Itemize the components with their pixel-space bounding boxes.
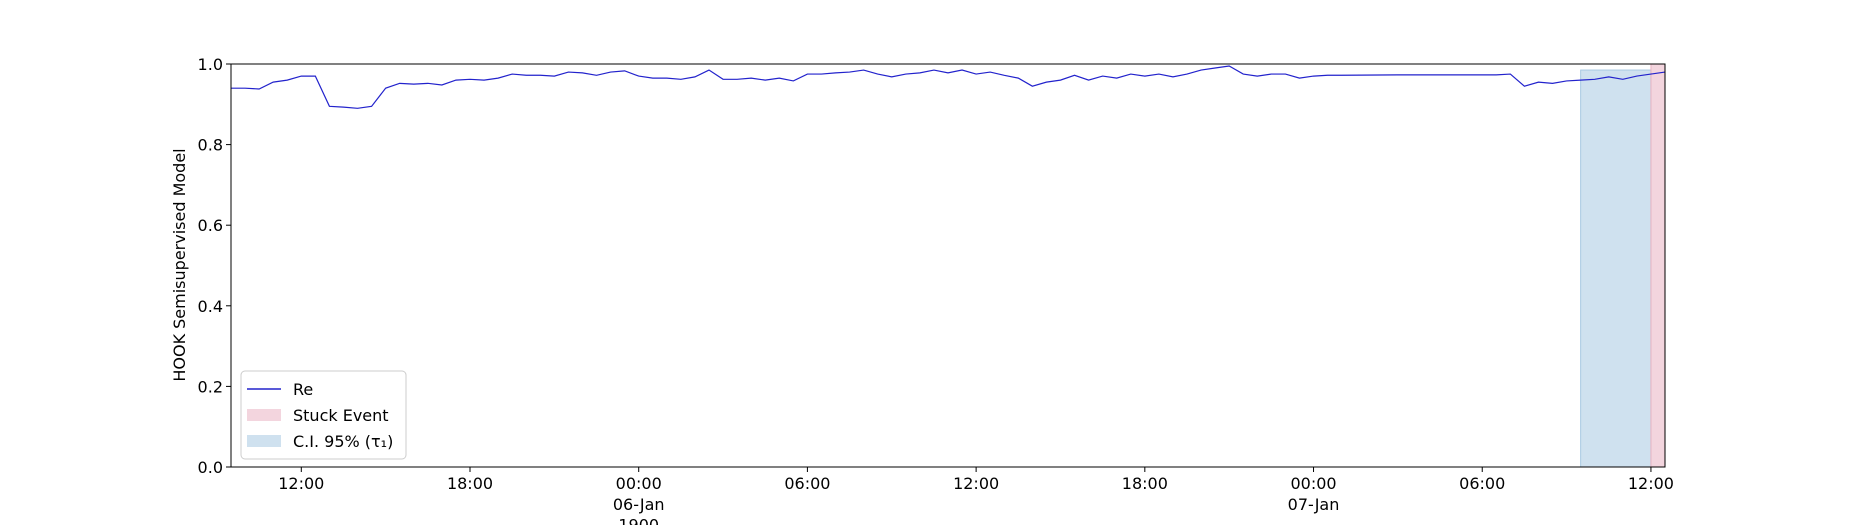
legend-swatch — [247, 435, 281, 447]
x-tick-label: 12:00 — [278, 474, 324, 493]
legend-label: C.I. 95% (τ₁) — [293, 432, 393, 451]
y-tick-label: 0.0 — [198, 458, 223, 477]
y-tick-label: 0.2 — [198, 377, 223, 396]
legend-swatch — [247, 409, 281, 421]
plot-frame — [230, 63, 1666, 468]
x-tick-label: 12:00 — [1628, 474, 1674, 493]
x-tick-label: 18:00 — [1122, 474, 1168, 493]
line — [231, 65, 1666, 109]
x-tick-label: 12:00 — [953, 474, 999, 493]
y-axis-label: HOOK Semisupervised Model — [170, 148, 189, 381]
y-tick-label: 0.6 — [198, 216, 223, 235]
x-tick-label: 18:00 — [447, 474, 493, 493]
y-tick-label: 1.0 — [198, 55, 223, 74]
x-tick-label: 06:00 — [1459, 474, 1505, 493]
y-tick-label: 0.4 — [198, 297, 223, 316]
x-tick-label: 06:00 — [784, 474, 830, 493]
span-region — [1580, 69, 1652, 468]
span-region — [1650, 63, 1666, 468]
legend-label: Re — [293, 380, 313, 399]
legend-box — [240, 370, 407, 460]
x-tick-label: 00:00 07-Jan — [1288, 474, 1340, 514]
legend: Re Stuck Event C.I. 95% (τ₁) — [240, 370, 407, 460]
y-tick-label: 0.8 — [198, 136, 223, 155]
legend-label: Stuck Event — [293, 406, 389, 425]
